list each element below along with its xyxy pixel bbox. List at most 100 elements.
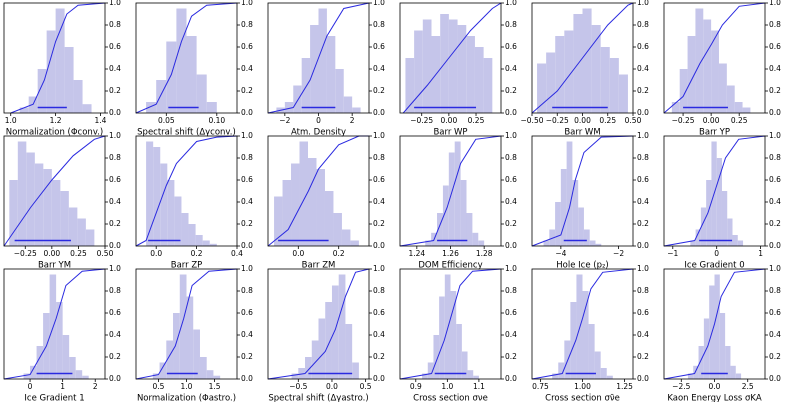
- histogram-bar: [19, 107, 29, 113]
- histogram-bar: [152, 373, 160, 379]
- histogram-bar: [703, 19, 712, 113]
- y-tick-label: 0.4: [505, 330, 517, 339]
- histogram-bar: [414, 30, 423, 113]
- y-tick-label: 0.0: [109, 108, 121, 117]
- y-tick-label: 1.0: [769, 264, 781, 273]
- y-tick-label: 0.6: [109, 308, 121, 317]
- y-tick-label: 0.4: [241, 197, 253, 206]
- histogram-bar: [343, 96, 353, 113]
- cdf-line: [531, 268, 634, 380]
- histogram-bar: [146, 141, 154, 246]
- x-tick-label: −0.25: [672, 116, 695, 125]
- histogram-bar: [345, 324, 353, 379]
- histogram-bar: [466, 36, 475, 113]
- y-tick-label: 0.2: [109, 86, 121, 95]
- plot-frame: [399, 2, 502, 114]
- cdf-line: [531, 2, 634, 114]
- histogram-bar: [467, 370, 474, 379]
- panel: −1 0 1 0.0 0.2 0.4 0.6 0.8 1.0 Ice Gradient 0: [663, 131, 781, 271]
- histogram-bar: [156, 80, 167, 113]
- histogram-bar: [166, 340, 174, 379]
- histogram-bar: [274, 196, 283, 246]
- histogram-bar: [433, 335, 440, 379]
- histogram-bar: [55, 8, 65, 113]
- histogram-bar: [316, 169, 325, 246]
- histogram-bar: [618, 74, 628, 113]
- y-tick-label: 0.8: [241, 20, 253, 29]
- histogram-bar: [578, 207, 584, 246]
- plot-frame: [267, 135, 370, 247]
- histogram-bar: [199, 357, 207, 379]
- x-tick-label: −0.25: [546, 116, 569, 125]
- y-tick-label: 0.6: [505, 42, 517, 51]
- cdf-line: [135, 135, 238, 247]
- histogram-bar: [311, 340, 319, 379]
- x-tick-label: 0.2: [333, 249, 345, 258]
- x-axis-label: Atm. Density: [291, 128, 346, 138]
- histogram-bar: [28, 96, 38, 113]
- y-tick-label: 0.2: [769, 352, 781, 361]
- x-axis-label: Ice Gradient 0: [684, 261, 744, 271]
- x-tick-label: 2.5: [742, 382, 754, 391]
- y-tick-label: 0.0: [241, 374, 253, 383]
- y-tick-label: 0.2: [505, 219, 517, 228]
- histogram-bar: [75, 370, 83, 379]
- histogram-bar: [82, 104, 92, 113]
- x-axis-label: Spectral shift (Δγconv.): [137, 128, 236, 138]
- y-tick-label: 0.2: [505, 352, 517, 361]
- histogram-bar: [719, 313, 726, 379]
- histogram-bar: [46, 30, 56, 113]
- x-tick-label: 0: [316, 116, 321, 125]
- y-tick-label: 1.0: [109, 131, 121, 140]
- plot-frame: [3, 2, 106, 114]
- y-tick-label: 0.2: [373, 352, 385, 361]
- histogram-bar: [730, 365, 736, 379]
- x-axis-label: Normalization (Φastro.): [137, 394, 236, 402]
- y-tick-label: 0.8: [241, 286, 253, 295]
- histogram-bar: [26, 152, 35, 246]
- x-tick-label: 1.00: [574, 382, 591, 391]
- histogram-bar: [425, 240, 432, 246]
- histogram-bar: [711, 30, 719, 113]
- histogram-bar: [64, 47, 74, 113]
- histogram-bar: [153, 147, 161, 246]
- y-tick-label: 1.0: [373, 131, 385, 140]
- histogram-bar: [560, 169, 567, 246]
- histogram-bar: [43, 169, 52, 246]
- x-tick-label: 0.2: [191, 249, 203, 258]
- x-tick-label: 0.25: [70, 249, 87, 258]
- x-axis-label: Kaon Energy Loss σKA: [667, 394, 762, 402]
- y-tick-label: 0.6: [373, 175, 385, 184]
- histogram-bar: [160, 163, 168, 246]
- y-tick-label: 1.0: [241, 264, 253, 273]
- histogram-bar: [318, 8, 327, 113]
- histogram-bar: [291, 163, 300, 246]
- panel: 0.05 0.10 0.0 0.2 0.4 0.6 0.8 1.0 Spectral shift…: [135, 0, 253, 138]
- panel: 0 1 2 0.0 0.2 0.4 0.6 0.8 1.0 Ice Gradient 1: [3, 264, 121, 402]
- panel: −0.25 0.00 0.25 0.500.0 0.2 0.4 0.6 0.8 1.0 Barr …: [3, 131, 121, 271]
- y-tick-label: 0.8: [637, 286, 649, 295]
- histogram-bar: [352, 362, 359, 379]
- histogram-bar: [324, 191, 334, 246]
- histogram-bar: [176, 8, 187, 113]
- cdf-line: [10, 2, 106, 114]
- histogram-bar: [62, 335, 70, 379]
- y-tick-label: 0.4: [505, 197, 517, 206]
- histogram-bar: [589, 240, 596, 246]
- y-tick-label: 0.6: [505, 175, 517, 184]
- histogram-bar: [721, 191, 728, 246]
- cdf-line: [663, 2, 766, 114]
- y-tick-label: 0.2: [109, 219, 121, 228]
- y-tick-label: 0.0: [769, 241, 781, 250]
- x-tick-label: 0.5: [360, 382, 372, 391]
- y-tick-label: 1.0: [769, 131, 781, 140]
- y-tick-label: 0.6: [637, 175, 649, 184]
- x-axis-label: Normalization (Φconv.): [6, 128, 103, 138]
- histogram-bar: [687, 373, 694, 379]
- histogram-bar: [60, 191, 69, 246]
- x-tick-label: 0: [28, 382, 33, 391]
- histogram-bar: [193, 329, 200, 379]
- x-axis-label: DOM Efficiency: [418, 261, 482, 271]
- x-tick-label: 0.00: [574, 116, 591, 125]
